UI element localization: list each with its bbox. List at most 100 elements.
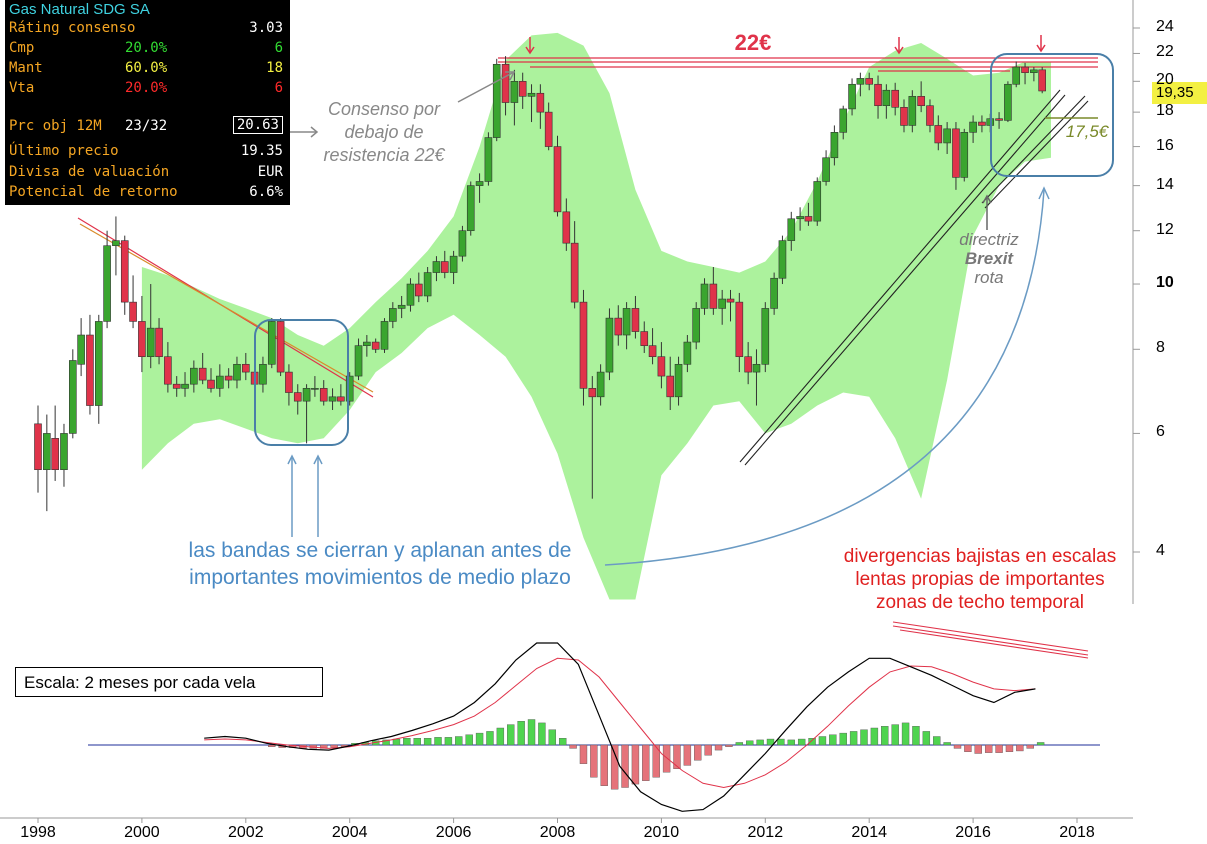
y-tick-label: 16 xyxy=(1156,136,1174,154)
macd-histogram-bar xyxy=(403,738,411,746)
candle-body xyxy=(1012,66,1021,85)
candle xyxy=(796,207,804,231)
macd-histogram-bar xyxy=(1026,744,1034,749)
info-label: Ráting consenso xyxy=(9,20,136,36)
candle-body xyxy=(510,81,519,103)
candle-body xyxy=(614,317,623,336)
macd-histogram-bar xyxy=(933,736,941,746)
macd-histogram-bar xyxy=(787,739,795,746)
candle xyxy=(726,289,735,322)
candle-body xyxy=(839,108,848,133)
candle xyxy=(995,112,1003,129)
macd-histogram-bar xyxy=(507,724,515,746)
candle xyxy=(267,318,276,369)
candle xyxy=(614,305,623,346)
candle xyxy=(735,292,744,373)
candle-body xyxy=(371,341,380,350)
candle xyxy=(423,266,432,303)
candle-body xyxy=(86,334,94,406)
info-row: Cmp 20.0% 6 xyxy=(9,40,283,59)
macd-histogram-bar xyxy=(413,738,421,746)
red-arrow-down-icon xyxy=(894,37,904,55)
candle xyxy=(181,372,189,397)
candle xyxy=(891,82,899,116)
candle-body xyxy=(683,341,692,365)
macd-histogram-bar xyxy=(673,744,681,769)
highlights xyxy=(254,35,1114,566)
candle-body xyxy=(726,298,735,303)
candle-body xyxy=(129,301,137,322)
candle-body xyxy=(43,433,51,471)
candle xyxy=(103,230,111,329)
candle-body xyxy=(562,211,571,244)
candle xyxy=(34,405,42,493)
macd-histogram-bar xyxy=(901,722,910,746)
macd-histogram-bar xyxy=(766,738,775,746)
candle xyxy=(1038,67,1046,94)
candle-body xyxy=(164,356,172,385)
macd-histogram-bar xyxy=(642,744,650,781)
candle xyxy=(917,81,925,113)
candle-body xyxy=(190,367,198,385)
candle xyxy=(302,384,311,444)
macd-histogram-bar xyxy=(797,738,806,746)
divergence-line xyxy=(892,621,1089,652)
candle xyxy=(510,69,519,126)
divergence-line-3 xyxy=(899,629,1089,659)
candle xyxy=(865,72,874,91)
macd-histogram-bar xyxy=(382,739,390,746)
macd-histogram-bar xyxy=(694,744,702,761)
candle-body xyxy=(934,125,943,144)
macd-histogram-bar xyxy=(1016,744,1024,752)
candle-body xyxy=(1004,83,1012,121)
bands-note: las bandas se cierran y aplanan antes de… xyxy=(188,539,572,589)
candle xyxy=(207,368,215,393)
candle xyxy=(120,235,129,315)
macd-histogram-bar xyxy=(746,740,754,746)
candle xyxy=(952,122,960,190)
candle-body xyxy=(674,363,683,398)
candle-body xyxy=(103,245,111,322)
info-value: 18 xyxy=(266,60,283,76)
macd-histogram-bar xyxy=(683,744,692,766)
trendlines xyxy=(77,57,1098,659)
candle xyxy=(1021,62,1029,85)
candle-body xyxy=(311,388,319,390)
candle xyxy=(371,338,380,353)
macd-histogram-bar xyxy=(714,744,723,751)
candle xyxy=(631,295,640,339)
x-tick-label: 2008 xyxy=(539,824,576,841)
candle-body xyxy=(648,345,657,357)
macd-histogram-bar xyxy=(964,744,972,752)
candle xyxy=(666,356,675,411)
candle xyxy=(397,295,406,319)
candle-body xyxy=(848,83,856,110)
panel-title: Gas Natural SDG SA xyxy=(9,1,150,18)
candle-body xyxy=(891,89,899,108)
candle xyxy=(492,58,501,142)
candle xyxy=(553,135,562,217)
candle-body xyxy=(718,298,726,309)
candle-body xyxy=(761,308,770,365)
macd-line xyxy=(204,642,1036,812)
candle-body xyxy=(874,83,882,107)
macd-histogram-bar xyxy=(735,742,744,746)
macd-histogram-bar xyxy=(756,739,764,746)
candle xyxy=(440,250,449,279)
macd-histogram-bar xyxy=(922,731,931,746)
candle xyxy=(242,352,250,381)
candle xyxy=(69,349,77,439)
macd-histogram-bar xyxy=(1036,742,1045,746)
candle xyxy=(293,384,302,415)
info-row: Prc obj 12M 23/32 20.63 xyxy=(9,116,283,137)
blue-arrow-up-icon xyxy=(287,454,297,537)
candle-body xyxy=(553,146,562,213)
candle xyxy=(648,328,657,365)
macd-histogram-bar xyxy=(268,744,276,747)
candle xyxy=(596,364,605,406)
gray-arrow-icon xyxy=(982,194,992,230)
candles xyxy=(34,56,1046,512)
candle xyxy=(683,335,692,373)
candle-body xyxy=(969,121,977,133)
candle-body xyxy=(830,132,839,159)
